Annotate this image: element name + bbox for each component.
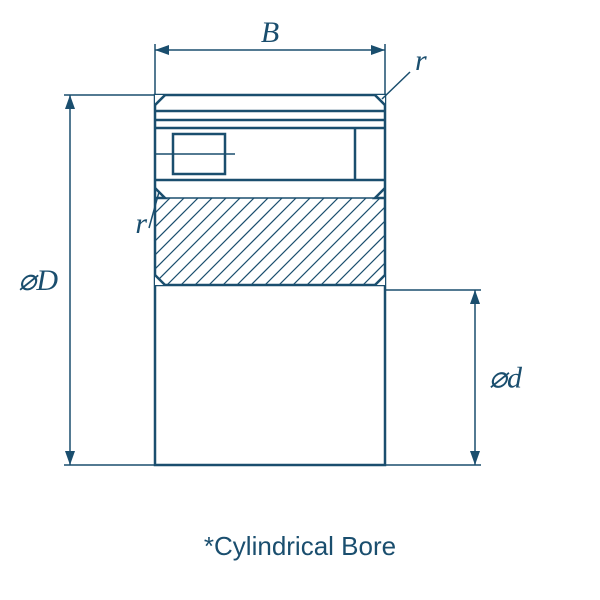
dim-label-D: ⌀D bbox=[18, 264, 58, 297]
dim-label-B: B bbox=[261, 16, 279, 49]
caption-text: *Cylindrical Bore bbox=[204, 531, 396, 561]
dim-label-r-mid: r bbox=[135, 207, 147, 240]
dim-label-d: ⌀d bbox=[489, 362, 523, 395]
dim-label-r-top: r bbox=[415, 44, 427, 77]
